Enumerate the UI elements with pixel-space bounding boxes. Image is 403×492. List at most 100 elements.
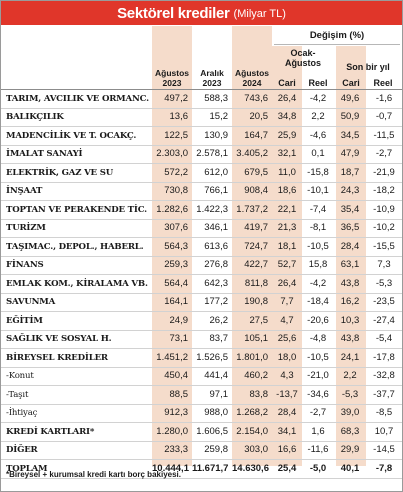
cell-label: TOPTAN VE PERAKENDE TİC.: [1, 200, 152, 220]
cell-y_cari: 10,3: [334, 311, 366, 331]
sector-credits-table: TARIM, AVCILIK VE ORMANC. 497,2 588,3 743,6…: [1, 90, 402, 479]
table-row: BALIKÇILIK 13,6 15,2 20,5 34,8 2,2 50,9 -0,7: [1, 108, 402, 127]
cell-a23: 10.444,1: [152, 459, 192, 479]
cell-label: MADENCİLİK VE T. OCAKÇ.: [1, 126, 152, 146]
cell-y_reel: -5,3: [366, 274, 402, 294]
header-y-reel: Reel: [373, 78, 393, 88]
cell-label: BALIKÇILIK: [1, 108, 152, 127]
cell-a24: 303,0: [232, 441, 272, 460]
cell-oa_reel: -21,0: [302, 367, 334, 386]
cell-y_cari: 29,9: [334, 441, 366, 460]
cell-oa_reel: -10,5: [302, 348, 334, 368]
table-row: FİNANS 259,3 276,8 422,7 52,7 15,8 63,1 7,3: [1, 256, 402, 275]
cell-d23: 988,0: [192, 404, 232, 423]
cell-y_reel: -23,5: [366, 293, 402, 312]
cell-y_cari: -5,3: [334, 385, 366, 405]
cell-oa_reel: -4,2: [302, 274, 334, 294]
header-bottom-rule: [1, 89, 402, 90]
cell-a24: 105,1: [232, 330, 272, 349]
cell-a24: 2.154,0: [232, 422, 272, 442]
cell-a23: 88,5: [152, 385, 192, 405]
cell-y_cari: 16,2: [334, 293, 366, 312]
cell-y_cari: 40,1: [334, 459, 366, 479]
cell-a24: 422,7: [232, 256, 272, 275]
cell-d23: 276,8: [192, 256, 232, 275]
cell-a23: 1.282,6: [152, 200, 192, 220]
table-row: TAŞIMAC., DEPOL., HABERL. 564,3 613,6 724,7…: [1, 237, 402, 257]
cell-oa_reel: 2,2: [302, 108, 334, 127]
cell-label: -İhtiyaç: [1, 404, 152, 423]
cell-label: -Taşıt: [1, 385, 152, 405]
cell-y_reel: -15,5: [366, 237, 402, 257]
cell-a23: 307,6: [152, 219, 192, 238]
cell-d23: 83,7: [192, 330, 232, 349]
cell-a23: 122,5: [152, 126, 192, 146]
cell-y_reel: -11,5: [366, 126, 402, 146]
footnote: *Bireysel + kurumsal kredi kartı borç ba…: [6, 470, 181, 479]
cell-oa_cari: 7,7: [272, 293, 302, 312]
cell-d23: 177,2: [192, 293, 232, 312]
cell-a23: 450,4: [152, 367, 192, 386]
cell-oa_reel: -15,8: [302, 163, 334, 183]
cell-a23: 73,1: [152, 330, 192, 349]
cell-oa_cari: 25,4: [272, 459, 302, 479]
header-son-bir-yil: Son bir yıl: [346, 62, 390, 72]
cell-oa_cari: 34,8: [272, 108, 302, 127]
cell-oa_cari: 11,0: [272, 163, 302, 183]
cell-d23: 2.578,1: [192, 145, 232, 164]
cell-y_reel: -27,4: [366, 311, 402, 331]
cell-oa_cari: 4,3: [272, 367, 302, 386]
cell-d23: 588,3: [192, 90, 232, 109]
cell-y_cari: 28,4: [334, 237, 366, 257]
cell-oa_cari: 16,6: [272, 441, 302, 460]
cell-y_cari: 47,9: [334, 145, 366, 164]
cell-y_reel: 7,3: [366, 256, 402, 275]
cell-label: TARIM, AVCILIK VE ORMANC.: [1, 90, 152, 109]
cell-a23: 2.303,0: [152, 145, 192, 164]
cell-a23: 564,4: [152, 274, 192, 294]
cell-y_cari: 50,9: [334, 108, 366, 127]
cell-a24: 460,2: [232, 367, 272, 386]
cell-oa_reel: -5,0: [302, 459, 334, 479]
table-row: EMLAK KOM., KİRALAMA VB. 564,4 642,3 811,8 2…: [1, 274, 402, 294]
header-ocak-agustos: Ocak- Ağustos: [285, 48, 321, 68]
cell-d23: 130,9: [192, 126, 232, 146]
cell-d23: 613,6: [192, 237, 232, 257]
table-row: İNŞAAT 730,8 766,1 908,4 18,6 -10,1 24,3 -18,2: [1, 182, 402, 201]
cell-a23: 730,8: [152, 182, 192, 201]
cell-y_cari: 18,7: [334, 163, 366, 183]
cell-oa_cari: 52,7: [272, 256, 302, 275]
cell-y_reel: -32,8: [366, 367, 402, 386]
cell-a23: 164,1: [152, 293, 192, 312]
title-bar: Sektörel krediler (Milyar TL): [1, 1, 402, 25]
table-row: MADENCİLİK VE T. OCAKÇ. 122,5 130,9 164,7 25…: [1, 126, 402, 146]
cell-y_cari: 24,3: [334, 182, 366, 201]
cell-label: EĞİTİM: [1, 311, 152, 331]
cell-a23: 13,6: [152, 108, 192, 127]
cell-a23: 233,3: [152, 441, 192, 460]
cell-d23: 612,0: [192, 163, 232, 183]
cell-y_reel: -1,6: [366, 90, 402, 109]
cell-oa_reel: -4,2: [302, 90, 334, 109]
cell-oa_cari: -13,7: [272, 385, 302, 405]
cell-oa_cari: 32,1: [272, 145, 302, 164]
cell-oa_reel: 0,1: [302, 145, 334, 164]
cell-label: EMLAK KOM., KİRALAMA VB.: [1, 274, 152, 294]
cell-oa_reel: -11,6: [302, 441, 334, 460]
cell-d23: 1.422,3: [192, 200, 232, 220]
cell-d23: 346,1: [192, 219, 232, 238]
cell-y_reel: -0,7: [366, 108, 402, 127]
cell-a23: 564,3: [152, 237, 192, 257]
cell-d23: 1.606,5: [192, 422, 232, 442]
cell-a23: 497,2: [152, 90, 192, 109]
table-row: -Taşıt 88,5 97,1 83,8 -13,7 -34,6 -5,3 -37,7: [1, 385, 402, 405]
header-dec2023: Aralık 2023: [200, 68, 224, 88]
cell-a24: 679,5: [232, 163, 272, 183]
cell-oa_reel: -2,7: [302, 404, 334, 423]
cell-y_reel: -7,8: [366, 459, 402, 479]
table-row: TOPLAM 10.444,1 11.671,7 14.630,6 25,4 -5,0 40…: [1, 459, 402, 479]
cell-label: ELEKTRİK, GAZ VE SU: [1, 163, 152, 183]
cell-oa_reel: -34,6: [302, 385, 334, 405]
cell-y_cari: 63,1: [334, 256, 366, 275]
cell-oa_reel: -4,8: [302, 330, 334, 349]
